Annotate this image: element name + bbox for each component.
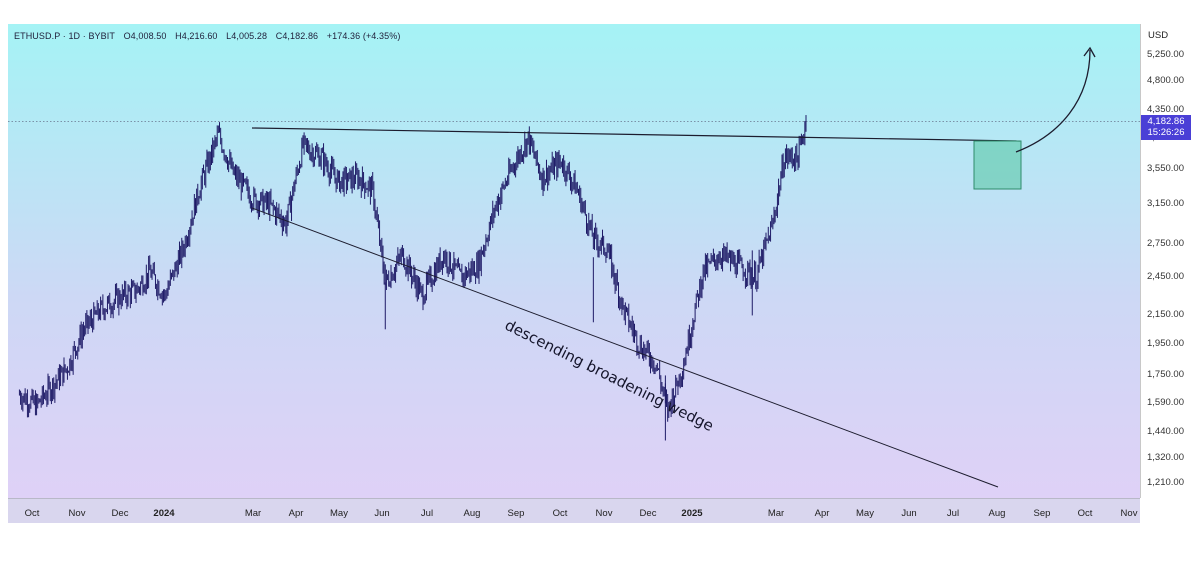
last-price-badge: 4,182.86 15:26:26 (1141, 115, 1191, 140)
price-tick-label: 2,750.00 (1147, 237, 1184, 249)
time-tick-label: Oct (24, 508, 40, 519)
price-tick-label: 4,800.00 (1147, 75, 1184, 87)
time-tick-label: Mar (767, 508, 785, 519)
time-tick-label: Sep (507, 508, 525, 519)
upper-trendline (251, 127, 1021, 142)
time-tick-label: Dec (639, 508, 657, 519)
time-tick-label: Nov (1120, 508, 1138, 519)
price-tick-label: 3,550.00 (1147, 163, 1184, 175)
price-tick-label: 1,210.00 (1147, 477, 1184, 488)
time-tick-label: Sep (1033, 508, 1051, 519)
time-tick-label: 2025 (681, 508, 703, 519)
symbol-name: ETHUSD.P · 1D · BYBIT (14, 31, 115, 41)
time-tick-label: Aug (988, 508, 1006, 519)
price-tick-label: 1,950.00 (1147, 337, 1184, 349)
price-tick-label: 2,450.00 (1147, 271, 1184, 283)
time-tick-label: Dec (111, 508, 129, 519)
close-value: C4,182.86 (275, 31, 319, 41)
time-tick-label: 2024 (153, 508, 175, 519)
time-tick-label: May (330, 508, 348, 519)
price-tick-label: 1,590.00 (1147, 397, 1184, 409)
arrow-head (1083, 46, 1096, 58)
price-tick-label: 1,750.00 (1147, 369, 1184, 381)
time-tick-label: Jul (946, 508, 960, 519)
time-tick-label: Jul (420, 508, 434, 519)
price-tick-label: 1,320.00 (1147, 451, 1184, 463)
last-price-value: 4,182.86 (1147, 116, 1185, 127)
time-tick-label: May (856, 508, 874, 519)
chart-pane[interactable] (8, 24, 1140, 522)
time-tick-label: Mar (244, 508, 262, 519)
high-value: H4,216.60 (175, 31, 218, 41)
price-tick-label: 4,350.00 (1147, 104, 1184, 115)
price-tick-label: 1,440.00 (1147, 426, 1184, 438)
projection-arrow (1015, 49, 1091, 153)
currency-label: USD (1148, 30, 1169, 41)
time-axis[interactable] (8, 498, 1140, 523)
price-axis[interactable] (1140, 24, 1193, 498)
time-tick-label: Apr (288, 508, 304, 519)
lower-trendline (251, 207, 999, 488)
time-tick-label: Aug (463, 508, 481, 519)
time-tick-label: Nov (595, 508, 613, 519)
price-tick-label: 3,150.00 (1147, 198, 1184, 210)
breakout-box (973, 140, 1022, 190)
time-tick-label: Nov (68, 508, 86, 519)
time-tick-label: Apr (814, 508, 830, 519)
time-tick-label: Oct (1077, 508, 1093, 519)
change-value: +174.36 (+4.35%) (326, 31, 401, 41)
symbol-legend: ETHUSD.P · 1D · BYBIT O4,008.50 H4,216.6… (14, 31, 406, 41)
low-value: L4,005.28 (226, 31, 268, 41)
time-tick-label: Jun (901, 508, 917, 519)
time-tick-label: Jun (374, 508, 390, 519)
bar-countdown: 15:26:26 (1147, 127, 1185, 138)
axis-corner (1140, 498, 1192, 522)
open-value: O4,008.50 (123, 31, 167, 41)
time-tick-label: Oct (552, 508, 568, 519)
price-tick-label: 2,150.00 (1147, 309, 1184, 321)
price-tick-label: 5,250.00 (1147, 49, 1184, 61)
